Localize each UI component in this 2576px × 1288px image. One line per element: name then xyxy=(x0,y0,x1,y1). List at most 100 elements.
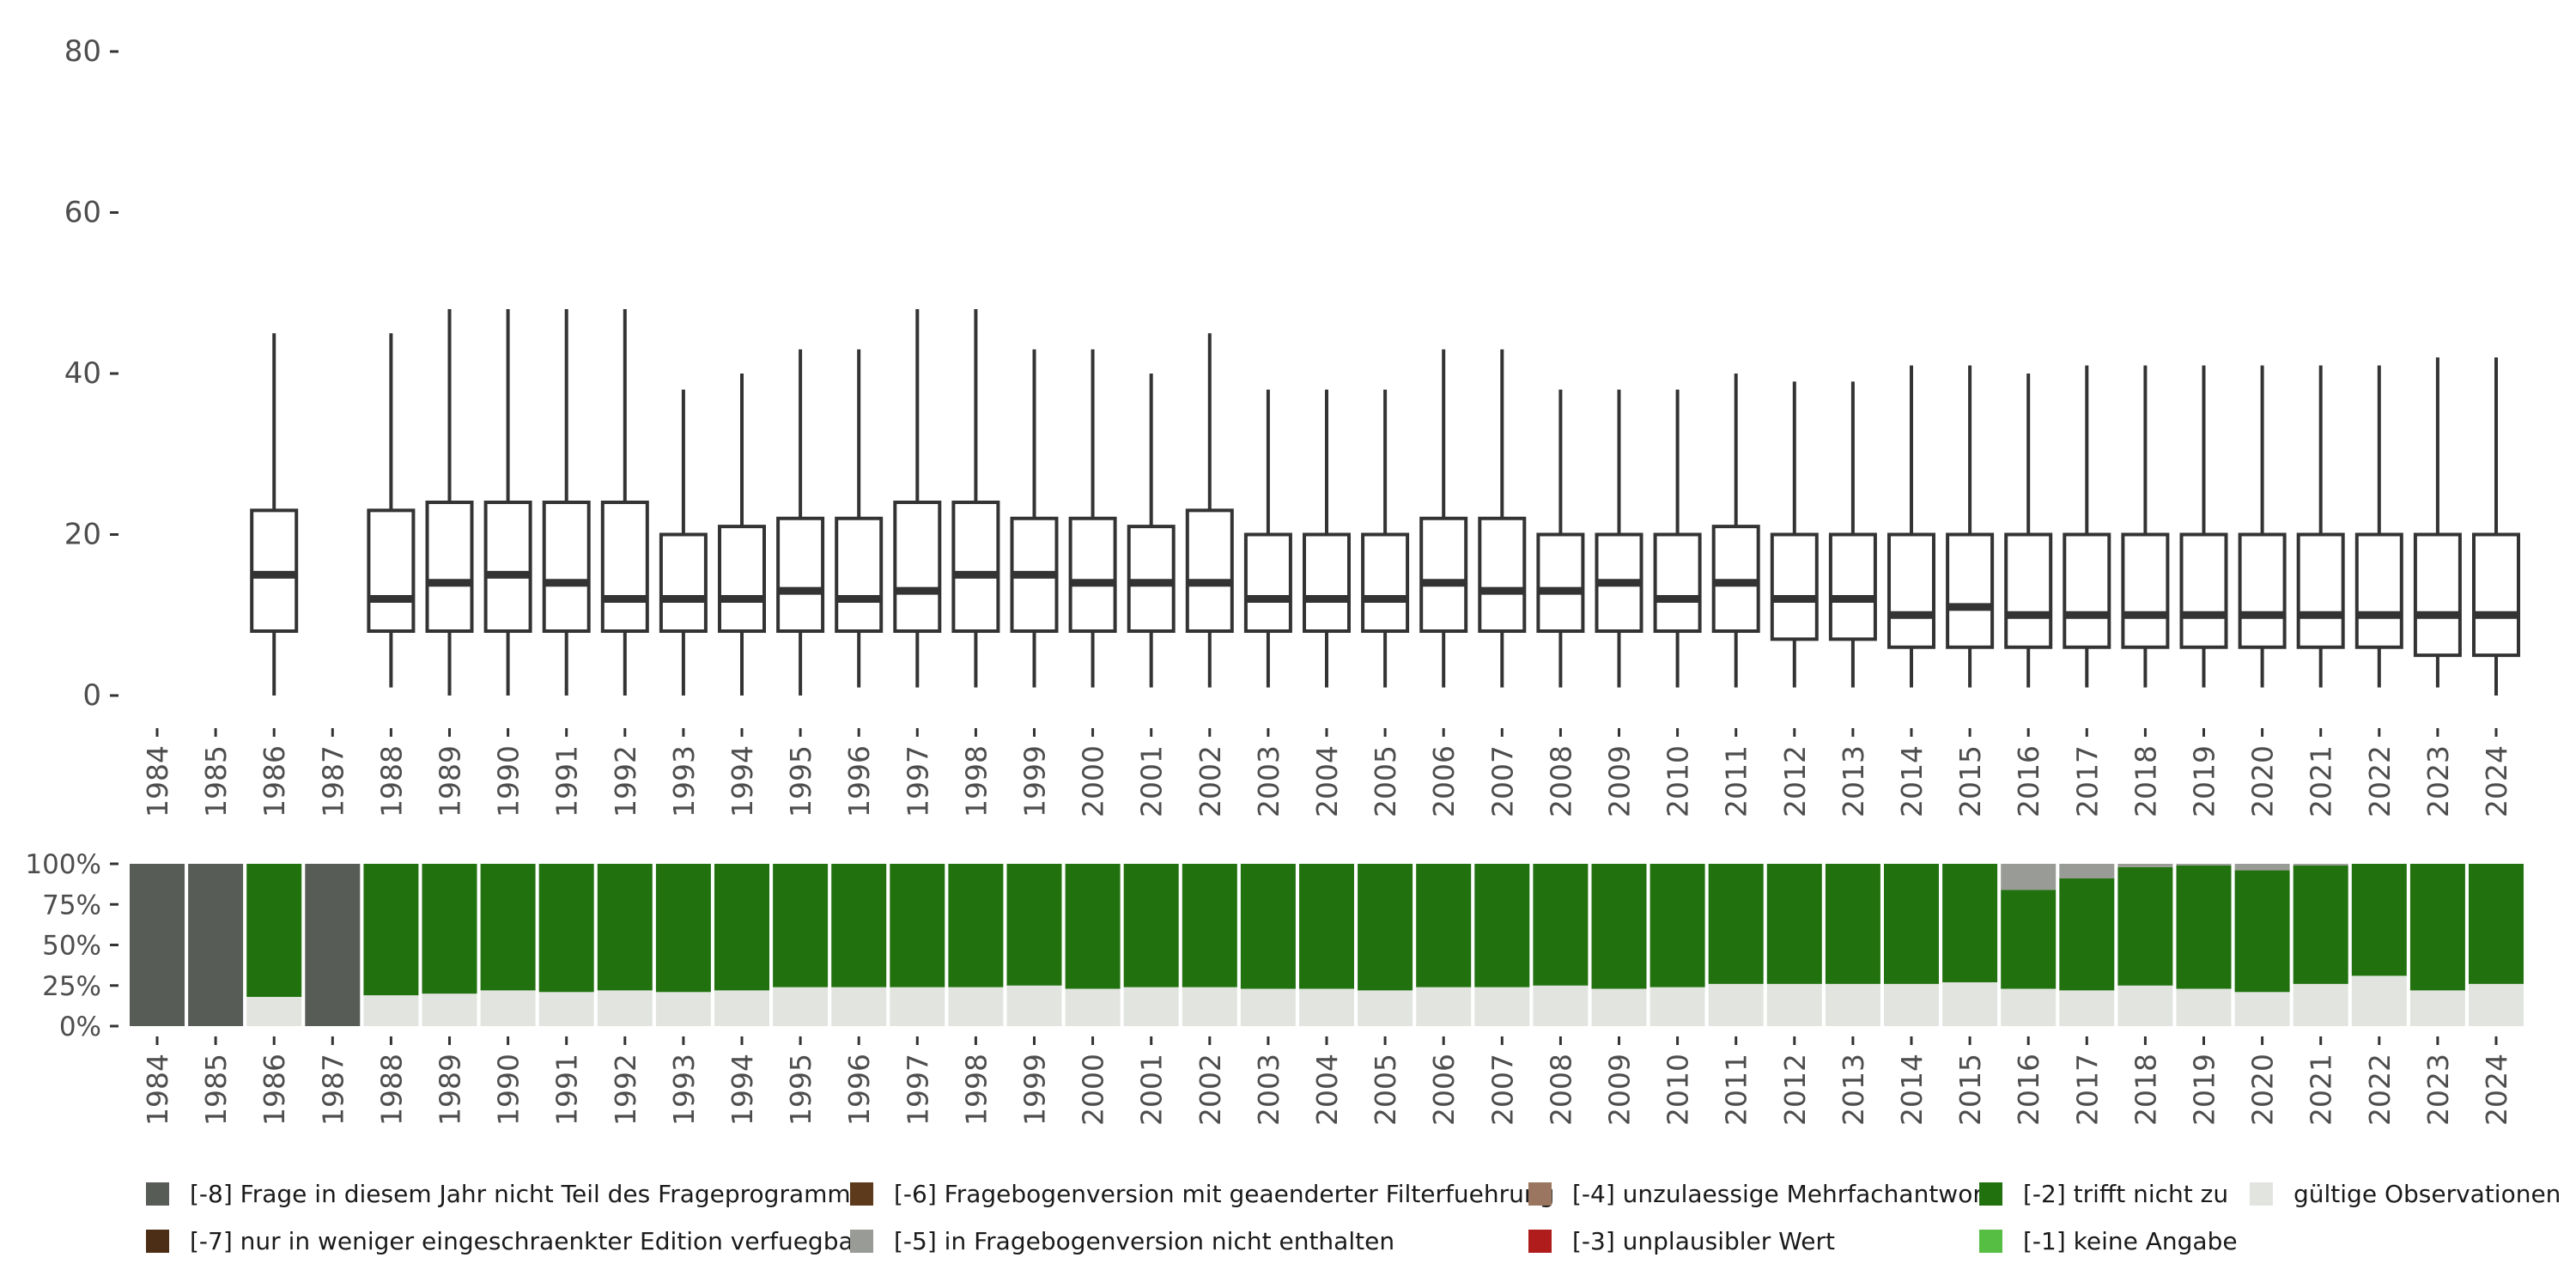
bar-segment xyxy=(1884,983,1939,1026)
box xyxy=(951,501,1000,633)
bar-segment xyxy=(2293,983,2348,1026)
y-tick-label: 40 xyxy=(64,356,101,391)
y-tick-label: 0 xyxy=(82,678,101,713)
y-tick-label: 25% xyxy=(42,971,101,1002)
legend-label: [-6] Fragebogenversion mit geaenderter F… xyxy=(894,1179,1555,1208)
legend-label: [-8] Frage in diesem Jahr nicht Teil des… xyxy=(190,1179,864,1208)
bar-segment xyxy=(2234,870,2290,993)
x-tick-label: 1989 xyxy=(434,745,467,817)
bar-segment xyxy=(655,864,711,993)
x-tick-label: 2002 xyxy=(1194,1054,1227,1126)
x-tick-label: 2005 xyxy=(1369,1054,1402,1126)
bar-segment xyxy=(2351,864,2407,976)
box xyxy=(2413,532,2462,658)
y-tick-label: 60 xyxy=(64,196,101,230)
bar-segment xyxy=(2293,864,2348,866)
bar-segment xyxy=(597,990,653,1026)
legend-item: [-6] Fragebogenversion mit geaenderter F… xyxy=(850,1176,1554,1211)
x-tick-label: 2020 xyxy=(2246,745,2280,817)
x-tick-label: 2012 xyxy=(1778,745,1812,817)
bar-segment xyxy=(2176,864,2232,866)
x-tick-label: 2014 xyxy=(1895,1054,1929,1126)
legend-swatch xyxy=(1528,1182,1552,1206)
x-tick-label: 1997 xyxy=(901,745,934,817)
bar-segment xyxy=(1649,987,1705,1026)
x-tick-label: 2024 xyxy=(2480,1054,2513,1126)
x-tick-label: 1990 xyxy=(492,1054,526,1126)
bar-segment xyxy=(2117,864,2173,867)
x-tick-label: 2003 xyxy=(1252,745,1285,817)
bar-segment xyxy=(1299,988,1354,1026)
box xyxy=(1185,508,1234,633)
legend-item: [-4] unzulaessige Mehrfachantwort xyxy=(1528,1176,1992,1211)
x-tick-label: 1997 xyxy=(901,1054,934,1126)
x-tick-label: 2013 xyxy=(1837,745,1870,817)
legend-label: [-5] in Fragebogenversion nicht enthalte… xyxy=(894,1226,1395,1255)
x-tick-label: 1990 xyxy=(492,745,526,817)
stacked-bar-panel: 0% 25% 50% 75% 100% 1984 1985 1986 1987 1988 1989 1… xyxy=(25,849,2524,1126)
bar-segment xyxy=(597,864,653,991)
bar-segment xyxy=(2059,990,2115,1026)
x-tick-label: 2007 xyxy=(1485,1054,1519,1126)
bar-segment xyxy=(1708,864,1764,984)
legend-swatch xyxy=(1528,1229,1552,1253)
legend-item: [-3] unplausibler Wert xyxy=(1528,1224,1835,1258)
bar-segment xyxy=(831,987,887,1026)
bar-segment xyxy=(2059,878,2115,991)
bar-segment xyxy=(1766,864,1822,984)
x-tick-label: 1986 xyxy=(258,1054,291,1126)
bar-segment xyxy=(1240,864,1296,989)
x-tick-label: 1999 xyxy=(1018,745,1052,817)
box xyxy=(2179,532,2228,649)
x-tick-label: 2018 xyxy=(2129,745,2162,817)
bar-segment xyxy=(1942,864,1998,982)
x-tick-label: 2022 xyxy=(2363,1054,2397,1126)
legend-item: [-7] nur in weniger eingeschraenkter Edi… xyxy=(146,1224,863,1258)
bar-segment xyxy=(2117,866,2173,986)
bar-segment xyxy=(2469,983,2524,1026)
x-tick-label: 2007 xyxy=(1485,745,1519,817)
y-tick-label: 50% xyxy=(42,931,101,962)
x-tick-label: 2015 xyxy=(1953,1054,1987,1126)
legend-label: [-3] unplausibler Wert xyxy=(1572,1226,1835,1255)
bar-segment xyxy=(1884,864,1939,984)
legend: [-8] Frage in diesem Jahr nicht Teil des… xyxy=(146,1176,2567,1271)
x-tick-label: 2006 xyxy=(1427,1054,1461,1126)
x-tick-label: 2022 xyxy=(2363,745,2397,817)
box xyxy=(1770,532,1819,641)
bar-segment xyxy=(1825,983,1880,1026)
box xyxy=(483,501,532,633)
bar-segment xyxy=(1474,987,1530,1026)
bar-segment xyxy=(1533,985,1589,1026)
bar-segment xyxy=(1649,864,1705,987)
bar-segment xyxy=(655,992,711,1026)
y-tick-label: 80 xyxy=(64,34,101,69)
bar-segment xyxy=(1006,985,1062,1026)
bar-segment xyxy=(246,864,302,997)
x-tick-label: 2008 xyxy=(1544,745,1577,817)
box xyxy=(1303,532,1351,633)
bar-segment xyxy=(1123,864,1179,987)
legend-item: [-2] trifft nicht zu xyxy=(1979,1176,2228,1211)
box xyxy=(1946,532,1995,649)
bar-segment xyxy=(1591,988,1647,1026)
x-tick-label: 2012 xyxy=(1778,1054,1812,1126)
x-tick-label: 2001 xyxy=(1135,745,1169,817)
x-tick-label: 1996 xyxy=(842,745,876,817)
x-tick-label: 1984 xyxy=(141,745,174,817)
bar-segment xyxy=(1533,864,1589,986)
legend-label: [-2] trifft nicht zu xyxy=(2023,1179,2229,1208)
legend-swatch xyxy=(146,1182,169,1206)
box xyxy=(2004,532,2053,649)
bar-segment xyxy=(2001,988,2057,1026)
legend-swatch xyxy=(146,1229,169,1253)
bar-segment xyxy=(948,864,1004,987)
legend-item: [-5] in Fragebogenversion nicht enthalte… xyxy=(850,1224,1394,1258)
bar-segment xyxy=(2117,985,2173,1026)
x-tick-label: 1987 xyxy=(316,1054,349,1126)
x-tick-label: 1994 xyxy=(726,745,759,817)
x-tick-label: 2003 xyxy=(1252,1054,1285,1126)
box xyxy=(1127,525,1176,633)
box xyxy=(1887,532,1935,649)
y-tick-label: 100% xyxy=(25,849,101,880)
